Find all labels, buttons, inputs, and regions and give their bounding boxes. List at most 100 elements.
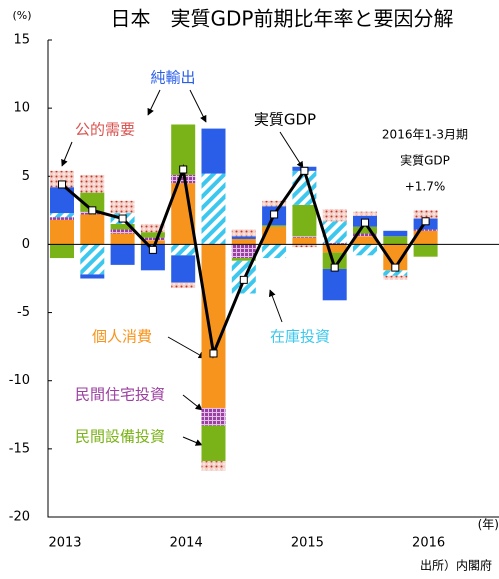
bar-segment bbox=[140, 237, 165, 241]
bar-segment bbox=[201, 128, 226, 174]
bar-segment bbox=[50, 244, 74, 259]
bar-segment bbox=[171, 174, 196, 184]
x-tick-label: 2014 bbox=[170, 536, 203, 551]
annotation: 実質GDP bbox=[400, 153, 450, 168]
bar-segment bbox=[80, 244, 105, 275]
bar-segment bbox=[110, 229, 135, 234]
bar-segment bbox=[322, 244, 347, 253]
bar-segment bbox=[322, 268, 347, 301]
bar-segment bbox=[140, 232, 165, 238]
bar-segment bbox=[353, 226, 377, 234]
y-tick-label: -5 bbox=[17, 305, 30, 320]
bar-segment bbox=[413, 244, 438, 257]
bar-segment bbox=[353, 233, 377, 237]
bar-segment bbox=[262, 244, 287, 259]
bar-segment bbox=[413, 230, 438, 245]
bar-segment bbox=[80, 174, 105, 193]
bar-segment bbox=[50, 170, 74, 188]
y-tick-label: 10 bbox=[13, 101, 30, 116]
bar-segment bbox=[80, 274, 105, 279]
x-tick-label: 2016 bbox=[412, 536, 445, 551]
gdp-point bbox=[148, 245, 157, 254]
bar-segment bbox=[353, 236, 377, 245]
series-label: 個人消費 bbox=[92, 328, 152, 346]
bar-segment bbox=[231, 238, 256, 245]
bar-segment bbox=[140, 240, 165, 245]
bar-segment bbox=[110, 233, 135, 245]
series-label: 公的需要 bbox=[75, 121, 135, 139]
bar-segment bbox=[262, 226, 287, 245]
chart-title: 日本 実質GDP前期比年率と要因分解 bbox=[111, 7, 454, 31]
series-label: 民間設備投資 bbox=[75, 428, 165, 446]
gdp-point bbox=[391, 263, 400, 272]
bar-segment bbox=[383, 236, 408, 245]
bar-segment bbox=[110, 223, 135, 230]
bar-segment bbox=[50, 219, 74, 245]
bar-segment bbox=[201, 425, 226, 462]
bar-segment bbox=[110, 244, 135, 265]
gdp-point bbox=[209, 349, 218, 358]
bar-segment bbox=[171, 255, 196, 283]
series-label: 民間住宅投資 bbox=[75, 386, 165, 404]
bar-segment bbox=[383, 270, 408, 276]
gdp-point bbox=[330, 263, 339, 272]
bar-segment bbox=[231, 244, 256, 259]
bar-segment bbox=[201, 461, 226, 471]
bar-segment bbox=[292, 236, 317, 238]
gdp-point bbox=[300, 166, 309, 175]
bar-segment bbox=[171, 282, 196, 289]
gdp-point bbox=[118, 214, 127, 223]
annotation: +1.7% bbox=[405, 180, 446, 194]
bar-segment bbox=[322, 243, 347, 245]
bar-segment bbox=[262, 225, 287, 227]
bar-segment bbox=[383, 275, 408, 280]
y-tick-label: -15 bbox=[9, 441, 30, 456]
gdp-point bbox=[58, 180, 66, 189]
bar-segment bbox=[353, 211, 377, 216]
bar-segment bbox=[353, 244, 377, 256]
bar-segment bbox=[383, 230, 408, 237]
gdp-point bbox=[361, 218, 369, 227]
bar-segment bbox=[322, 221, 347, 244]
bar-segment bbox=[201, 407, 226, 426]
y-unit: (%) bbox=[12, 9, 31, 22]
bar-segment bbox=[110, 200, 135, 214]
gdp-point bbox=[421, 217, 430, 226]
bar-segment bbox=[322, 208, 347, 222]
gdp-point bbox=[88, 206, 97, 215]
bar-segment bbox=[140, 223, 165, 233]
y-tick-label: 15 bbox=[13, 33, 30, 48]
gdp-point bbox=[179, 165, 188, 174]
bar-segment bbox=[231, 258, 256, 261]
series-label: 在庫投資 bbox=[270, 328, 330, 346]
x-tick-label: 2015 bbox=[291, 536, 324, 551]
bar-segment bbox=[262, 200, 287, 207]
y-tick-label: 0 bbox=[22, 237, 30, 252]
y-tick-label: 5 bbox=[22, 169, 30, 184]
x-unit: (年) bbox=[478, 518, 499, 532]
bar-segment bbox=[292, 237, 317, 245]
gdp-point bbox=[270, 210, 279, 219]
line-label: 実質GDP bbox=[254, 111, 316, 129]
y-tick-label: -10 bbox=[9, 373, 30, 388]
arrows bbox=[61, 89, 304, 446]
bar-segment bbox=[292, 244, 317, 248]
bar-segment bbox=[201, 173, 226, 245]
bar-segment bbox=[80, 214, 105, 245]
bar-segment bbox=[50, 217, 74, 220]
series-label: 純輸出 bbox=[150, 69, 195, 87]
bar-segment bbox=[231, 236, 256, 239]
bar-segment bbox=[292, 204, 317, 237]
x-tick-label: 2013 bbox=[48, 536, 81, 551]
bar-segment bbox=[413, 210, 438, 219]
annotation: 2016年1-3月期 bbox=[382, 128, 468, 142]
source: 出所）内閣府 bbox=[420, 558, 492, 573]
gdp-point bbox=[239, 275, 248, 284]
bar-segment bbox=[413, 229, 438, 231]
y-tick-label: -20 bbox=[9, 510, 30, 525]
bar-segment bbox=[201, 244, 226, 408]
bar-segment bbox=[50, 213, 74, 218]
bar-segment bbox=[231, 229, 256, 237]
bar-segment bbox=[171, 244, 196, 256]
